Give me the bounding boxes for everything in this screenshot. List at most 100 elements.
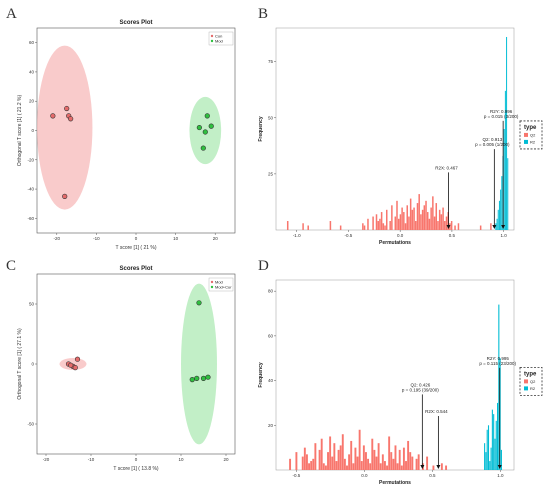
d-q2-bar-14 bbox=[312, 458, 315, 470]
d-q2-bar-6 bbox=[295, 452, 298, 470]
d-r2-bar-7 bbox=[493, 414, 495, 470]
b-annotation-1-line-0: Q2: 0.913 bbox=[482, 137, 502, 142]
b-legend-title: type bbox=[524, 125, 537, 131]
d-q2-bar-44 bbox=[375, 456, 378, 470]
c-x-tick-label-2: 0 bbox=[135, 457, 138, 462]
d-q2-bar-18 bbox=[320, 438, 323, 470]
b-r2-bar-1 bbox=[496, 218, 498, 230]
c-point-1-2 bbox=[194, 375, 200, 382]
d-q2-bar-68 bbox=[426, 456, 429, 470]
b-r2-bar-2 bbox=[497, 209, 499, 230]
d-q2-bar-38 bbox=[362, 445, 365, 470]
c-x-axis-label: T score [1] ( 13.8 %) bbox=[113, 466, 159, 472]
b-legend-label-1: R2 bbox=[530, 139, 536, 144]
d-annotation-0-line-0: R2Y: 0.995 bbox=[487, 356, 510, 361]
d-q2-bar-29 bbox=[343, 458, 346, 470]
a-point-0-1 bbox=[64, 105, 70, 112]
a-point-1-0 bbox=[196, 124, 202, 131]
b-q2-bar-35 bbox=[339, 225, 342, 230]
b-x-tick-label-0: -1.0 bbox=[293, 233, 301, 238]
a-x-tick-label-0: -20 bbox=[54, 236, 61, 241]
c-point-1-1 bbox=[189, 377, 195, 383]
a-x-tick-label-2: 0 bbox=[135, 236, 138, 241]
d-q2-bar-45 bbox=[377, 443, 380, 470]
d-q2-bar-55 bbox=[398, 449, 401, 470]
b-q2-bar-95 bbox=[442, 207, 444, 230]
c-point-0-2 bbox=[72, 365, 78, 371]
panel-label-b: B bbox=[258, 6, 268, 22]
b-q2-bar-77 bbox=[411, 209, 414, 230]
d-r2-bar-6 bbox=[491, 409, 493, 470]
b-q2-bar-61 bbox=[384, 225, 386, 230]
d-q2-bar-3 bbox=[289, 458, 292, 470]
panel-label-d: D bbox=[258, 258, 269, 274]
b-q2-bar-86 bbox=[426, 212, 429, 230]
d-q2-bar-23 bbox=[331, 456, 334, 470]
a-legend-label-1: Mod bbox=[215, 39, 223, 44]
b-q2-bar-67 bbox=[394, 216, 397, 230]
c-y-axis-label: Orthogonal T score [1] ( 27.1 %) bbox=[17, 328, 23, 400]
d-q2-bar-41 bbox=[369, 463, 372, 470]
b-q2-bar-76 bbox=[409, 198, 412, 230]
a-x-axis-label: T score [1] ( 21 %) bbox=[115, 245, 156, 251]
b-y-tick-label-0: 25 bbox=[268, 171, 274, 176]
b-annotation-2-line-0: R2X: 0.467 bbox=[435, 165, 458, 170]
b-q2-bar-87 bbox=[428, 218, 431, 230]
a-point-1-2 bbox=[208, 123, 214, 129]
b-y-tick-label-2: 75 bbox=[268, 59, 274, 64]
d-q2-bar-42 bbox=[371, 438, 374, 470]
a-point-0-3 bbox=[68, 116, 74, 122]
d-y-tick-label-0: 20 bbox=[268, 423, 274, 428]
b-q2-bar-70 bbox=[399, 214, 402, 230]
d-y-tick-label-1: 40 bbox=[268, 378, 274, 383]
c-legend-marker-0 bbox=[210, 280, 214, 284]
b-q2-bar-4 bbox=[286, 221, 289, 230]
c-point-0-3 bbox=[74, 356, 81, 362]
c-y-tick-label-2: 50 bbox=[29, 302, 35, 307]
d-y-tick-label-2: 60 bbox=[268, 333, 274, 338]
b-q2-bar-64 bbox=[389, 221, 391, 230]
d-r2-bar-3 bbox=[487, 425, 490, 470]
b-q2-bar-59 bbox=[380, 212, 383, 230]
a-y-axis-label: Orthogonal T score [1] ( 21.2 %) bbox=[17, 95, 23, 167]
b-q2-bar-13 bbox=[302, 223, 304, 230]
b-q2-bar-58 bbox=[379, 218, 381, 230]
d-q2-bar-26 bbox=[337, 449, 340, 470]
b-legend-swatch-1 bbox=[524, 139, 528, 144]
d-x-tick-label-1: 0.0 bbox=[361, 473, 368, 478]
d-q2-bar-17 bbox=[318, 449, 321, 470]
d-x-axis-label: Permutations bbox=[379, 480, 411, 486]
c-legend-marker-1 bbox=[210, 285, 214, 289]
c-x-tick-label-4: 20 bbox=[223, 457, 229, 462]
b-r2-bar-0 bbox=[495, 223, 497, 230]
b-q2-bar-49 bbox=[363, 225, 366, 230]
d-q2-bar-12 bbox=[308, 463, 311, 470]
b-annotation-0-line-1: p = 0.015 (3/200) bbox=[484, 114, 519, 119]
d-q2-bar-53 bbox=[394, 445, 397, 470]
b-q2-bar-94 bbox=[440, 214, 443, 230]
d-r2-bar-0 bbox=[484, 443, 486, 470]
b-q2-bar-81 bbox=[418, 194, 420, 230]
b-x-tick-label-3: 0.5 bbox=[449, 233, 456, 238]
b-q2-bar-69 bbox=[397, 218, 400, 230]
d-q2-bar-32 bbox=[350, 440, 353, 470]
b-y-tick-label-1: 50 bbox=[268, 115, 274, 120]
b-plot-frame bbox=[275, 27, 515, 231]
d-q2-bar-49 bbox=[386, 465, 388, 470]
b-q2-bar-51 bbox=[367, 218, 369, 230]
b-q2-bar-73 bbox=[404, 223, 407, 230]
d-legend-label-1: R2 bbox=[530, 386, 536, 391]
b-q2-bar-99 bbox=[449, 223, 451, 230]
b-x-axis-label: Permutations bbox=[379, 240, 411, 246]
d-q2-bar-61 bbox=[411, 456, 414, 470]
d-r2-bar-1 bbox=[485, 452, 487, 470]
d-q2-bar-37 bbox=[360, 461, 363, 470]
d-x-tick-label-0: -0.5 bbox=[293, 473, 301, 478]
a-legend-marker-0 bbox=[210, 34, 214, 38]
b-r2-bar-10 bbox=[507, 158, 509, 230]
d-q2-bar-19 bbox=[322, 463, 325, 470]
b-q2-bar-72 bbox=[403, 212, 405, 230]
d-q2-bar-71 bbox=[432, 465, 435, 470]
panel-label-a: A bbox=[6, 6, 17, 22]
